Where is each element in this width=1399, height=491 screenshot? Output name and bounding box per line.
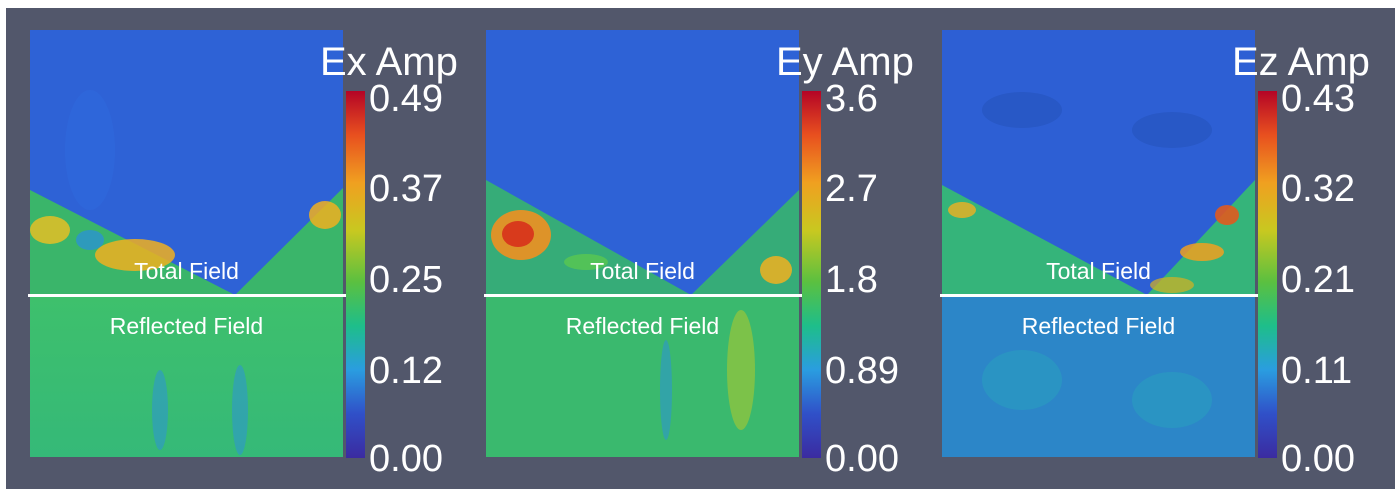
tick-ex-2: 0.25 [369, 259, 443, 301]
panel-ez: Total Field Reflected Field Ez Amp 0.43 … [918, 8, 1381, 489]
tick-ey-4: 0.00 [825, 438, 899, 480]
colorbar-ex [346, 91, 365, 458]
colorbar-title-ex: Ex Amp [320, 40, 458, 84]
field-map-ey [486, 30, 799, 457]
colorbar-ez [1258, 91, 1277, 458]
field-map-ex [30, 30, 343, 457]
total-field-label-ez: Total Field [1046, 258, 1151, 284]
boundary-line-ey [484, 294, 802, 297]
tick-ey-0: 3.6 [825, 78, 878, 120]
tick-ey-2: 1.8 [825, 259, 878, 301]
colorbar-ey [802, 91, 821, 458]
tick-ey-3: 0.89 [825, 350, 899, 392]
tick-ey-1: 2.7 [825, 168, 878, 210]
tick-ez-0: 0.43 [1281, 78, 1355, 120]
boundary-line-ez [940, 294, 1258, 297]
reflected-field-label-ez: Reflected Field [1021, 313, 1176, 339]
panel-ex: Total Field Reflected Field Ex Amp 0.49 … [6, 8, 469, 489]
colorbar-title-ey: Ey Amp [776, 40, 914, 84]
total-field-label-ey: Total Field [590, 258, 695, 284]
visualization-frame: Total Field Reflected Field Ex Amp 0.49 … [6, 8, 1395, 489]
field-image-ez [942, 30, 1255, 457]
tick-ez-1: 0.32 [1281, 168, 1355, 210]
field-image-ey [486, 30, 799, 457]
tick-ex-1: 0.37 [369, 168, 443, 210]
field-image-ex [30, 30, 343, 457]
reflected-field-label-ey: Reflected Field [565, 313, 720, 339]
panel-ey: Total Field Reflected Field Ey Amp 3.6 2… [462, 8, 925, 489]
tick-ex-3: 0.12 [369, 350, 443, 392]
tick-ez-3: 0.11 [1281, 350, 1353, 392]
field-map-ez [942, 30, 1255, 457]
reflected-field-label-ex: Reflected Field [109, 313, 264, 339]
tick-ex-0: 0.49 [369, 78, 443, 120]
boundary-line-ex [28, 294, 346, 297]
total-field-label-ex: Total Field [134, 258, 239, 284]
colorbar-title-ez: Ez Amp [1232, 40, 1370, 84]
tick-ez-2: 0.21 [1281, 259, 1355, 301]
tick-ex-4: 0.00 [369, 438, 443, 480]
tick-ez-4: 0.00 [1281, 438, 1355, 480]
